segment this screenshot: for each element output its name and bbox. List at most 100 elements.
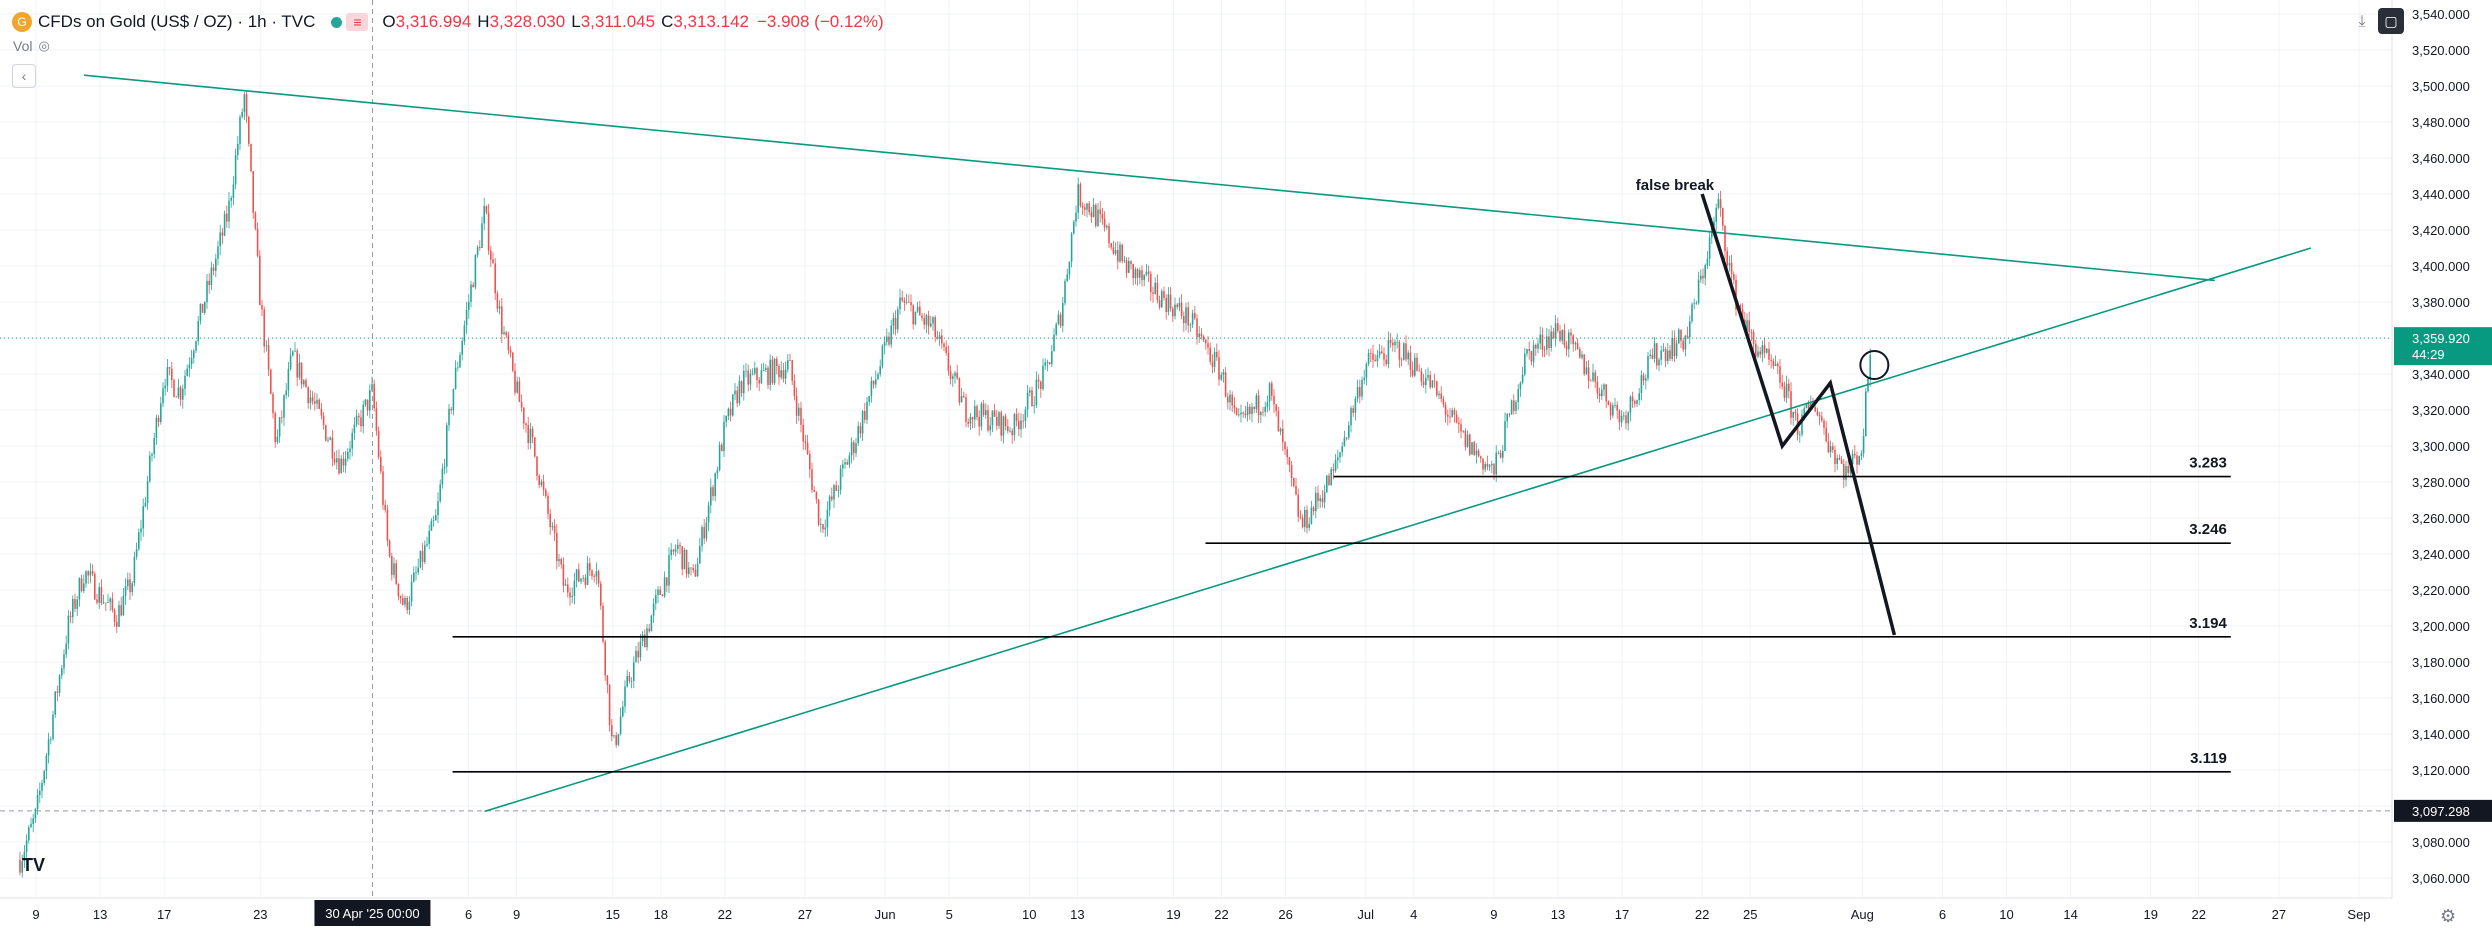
candle-body [868,396,870,402]
candle-body [589,563,591,571]
candle-body [78,578,81,600]
candle-body [1414,357,1416,376]
candle-body [1103,218,1106,228]
time-tick-label: 10 [1999,907,2013,922]
candle-body [479,247,481,248]
projection-path[interactable] [1700,193,1897,636]
candle-body [1167,294,1170,313]
volume-legend[interactable]: Vol ◎ [13,38,50,54]
candle-body [1389,339,1392,343]
candle-body [195,341,197,351]
trendline-lower[interactable] [484,247,2312,813]
candle-body [1574,342,1577,345]
candle-body [1645,378,1647,381]
candle-body [1739,305,1742,310]
candle-body [100,587,103,603]
candle-body [65,643,67,655]
candle-body [50,738,52,740]
candle-body [1585,367,1588,374]
candle-body [1378,351,1381,356]
candle-body [1605,384,1607,402]
candle-body [228,200,230,222]
price-tick-label: 3,540.000 [2412,7,2470,22]
candle-body [571,595,573,598]
candle-body [1807,403,1810,409]
candle-body [600,583,602,606]
candle-body [461,341,463,355]
candle-body [1196,318,1198,338]
candle-body [758,380,760,384]
candle-body [707,505,710,523]
candle-body [560,559,562,565]
candle-body [844,462,846,465]
candle-body [1026,392,1029,410]
candle-body [498,306,501,309]
candle-body [813,490,815,492]
candle-body [120,605,122,616]
candle-body [531,428,534,438]
candle-body [1350,408,1352,426]
candle-body [1671,338,1673,359]
candle-body [190,358,193,365]
candle-body [650,615,653,632]
screenshot-icon[interactable]: ▢ [2378,8,2404,34]
symbol-title[interactable]: CFDs on Gold (US$ / OZ) · 1h · TVC [38,12,316,31]
candle-body [615,735,617,745]
candle-body [1220,374,1222,380]
candle-body [743,370,745,394]
candle-body [184,375,186,389]
time-tick-label: 22 [2192,907,2206,922]
tradingview-logo-icon[interactable]: TV [22,855,46,875]
candle-body [1587,367,1590,381]
candle-body [223,213,226,236]
candle-body [47,739,50,756]
candle-body [509,350,512,353]
candle-body [1570,332,1572,336]
candle-body [646,628,648,648]
candle-body [1191,313,1194,325]
circle-marker[interactable] [1859,350,1890,380]
candle-body [1836,458,1838,464]
candle-body [465,309,468,326]
candle-body [956,372,958,379]
candle-body [226,213,228,222]
candle-body [1702,275,1704,279]
candle-body [765,367,767,371]
candle-body [468,301,470,310]
settings-gear-icon[interactable]: ⚙ [2440,906,2457,926]
candle-body [800,407,802,425]
candle-body [1691,304,1693,322]
trendline-upper[interactable] [84,74,2215,282]
candle-body [39,790,41,796]
candle-body [1704,265,1706,279]
candle-body [723,421,725,452]
candle-body [740,381,743,394]
candle-body [188,364,191,369]
candle-body [201,303,204,313]
candle-body [1156,282,1159,301]
candle-body [1383,353,1385,360]
candle-body [166,367,169,386]
candle-body [140,528,142,533]
candle-body [606,675,609,685]
candle-body [778,365,780,378]
candle-body [721,444,723,452]
price-tick-label: 3,180.000 [2412,655,2470,670]
candle-body [105,602,107,604]
candle-body [162,388,164,404]
eye-hidden-icon[interactable]: ◎ [38,38,50,53]
candle-body [897,309,899,330]
candle-body [1055,324,1057,335]
candle-body [129,579,131,593]
expand-icon[interactable]: ≡ [346,13,369,31]
candle-body [1119,244,1121,262]
download-icon[interactable]: ⤓ [2358,13,2366,30]
candle-body [767,367,769,385]
collapse-icon[interactable]: ‹ [12,64,36,88]
candle-body [1317,492,1319,501]
candle-body [989,425,991,431]
candle-body [580,578,582,582]
candle-body [215,258,217,271]
